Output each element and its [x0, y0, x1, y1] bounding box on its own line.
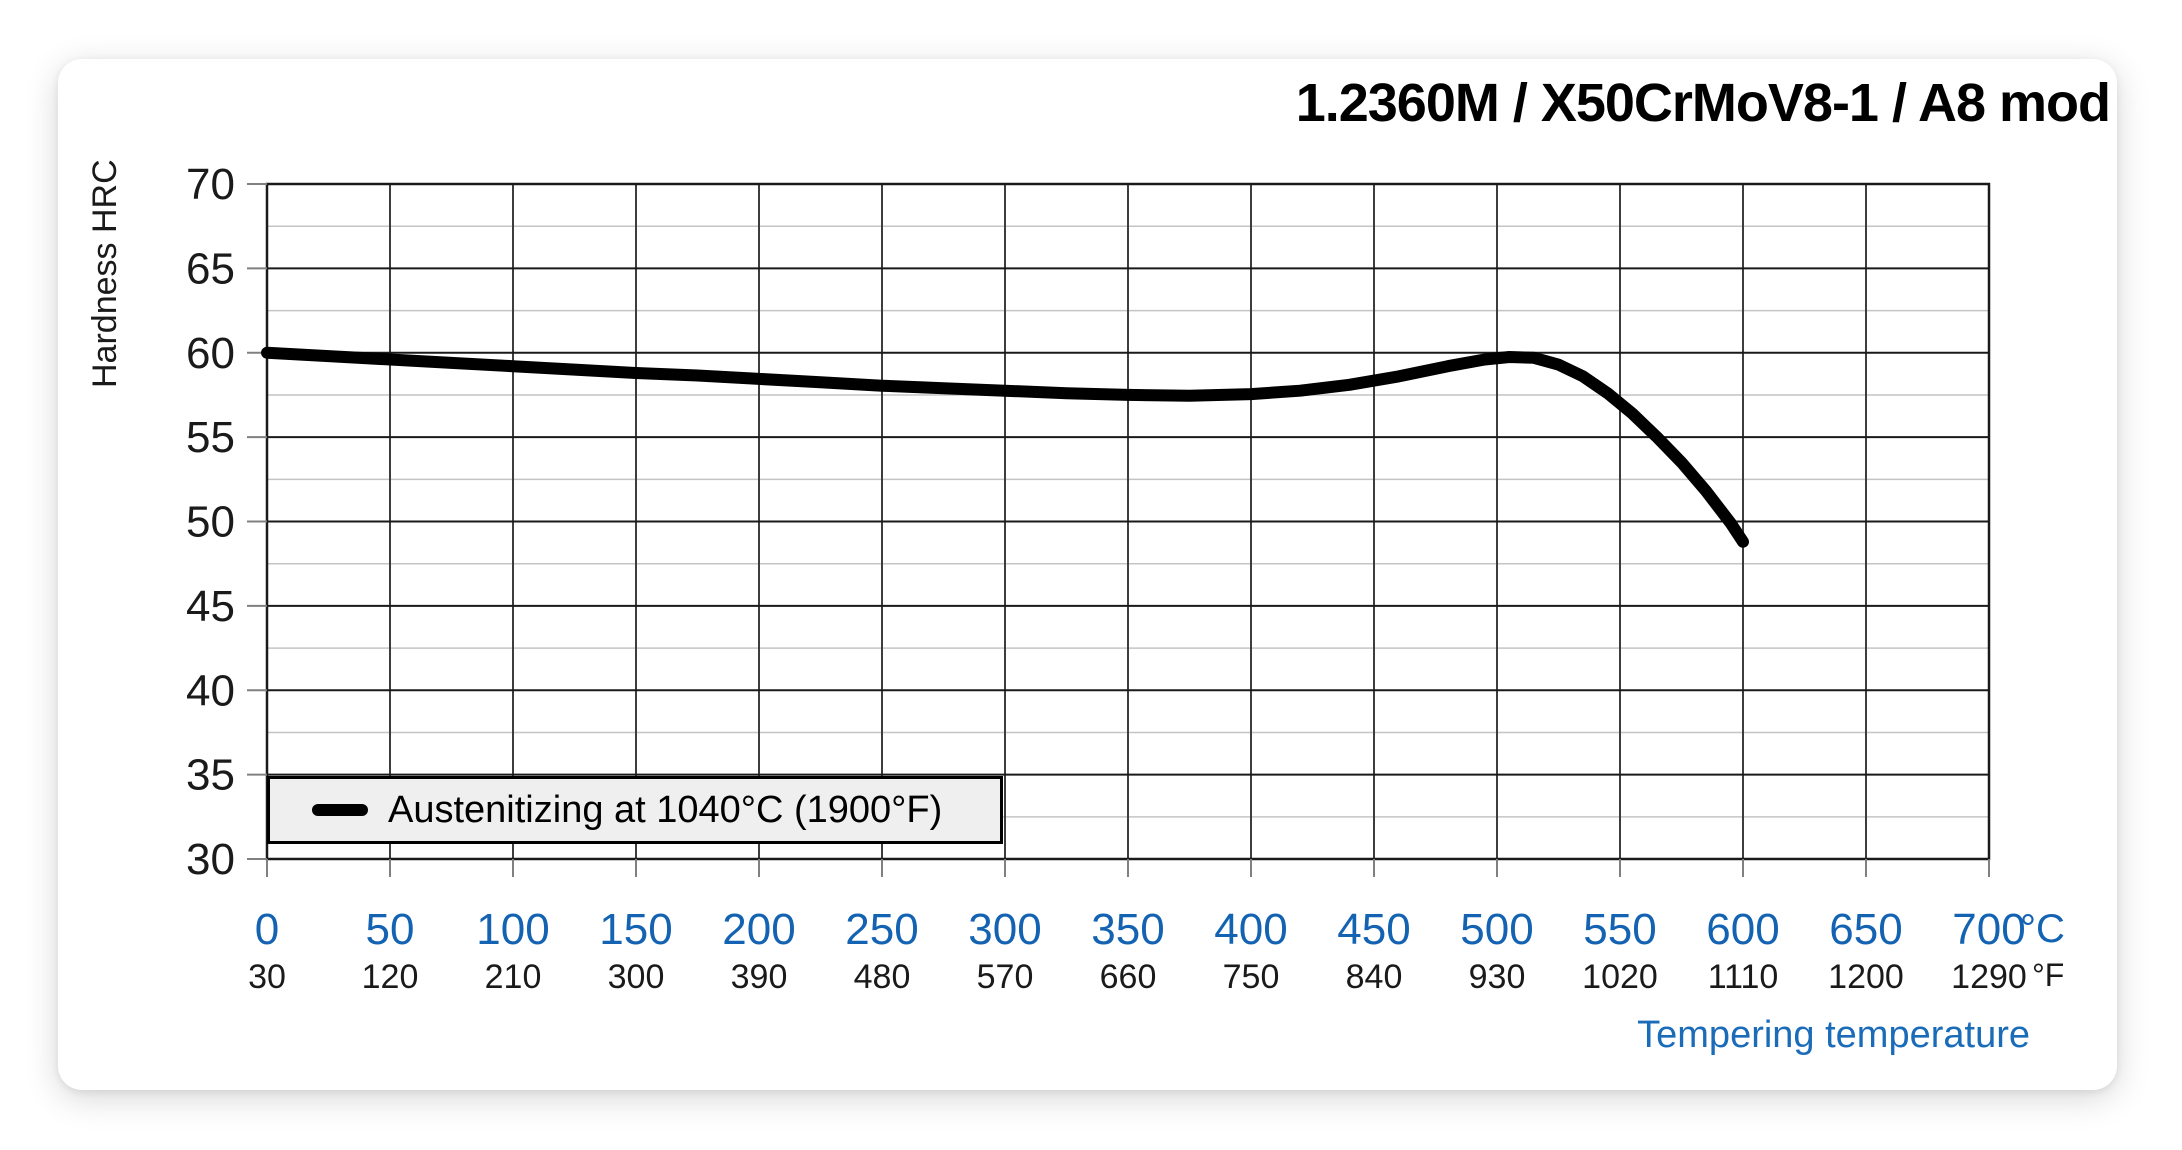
hardness-curve	[261, 346, 1749, 548]
x-tick-label-celsius: 600	[1706, 905, 1779, 954]
y-tick-label: 45	[186, 582, 235, 631]
celsius-unit-label: °C	[2020, 907, 2065, 951]
y-tick-label: 50	[186, 498, 235, 547]
x-tick-label-fahrenheit: 390	[731, 958, 788, 996]
x-tick-label-fahrenheit: 570	[977, 958, 1034, 996]
chart-card	[58, 59, 2117, 1090]
x-tick-label-fahrenheit: 660	[1100, 958, 1157, 996]
x-tick-label-celsius: 250	[845, 905, 918, 954]
y-tick-label: 30	[186, 835, 235, 884]
legend-box: Austenitizing at 1040°C (1900°F)	[267, 776, 1003, 844]
x-tick-label-fahrenheit: 30	[248, 958, 286, 996]
y-tick-label: 35	[186, 751, 235, 800]
legend-line-marker-icon	[312, 804, 368, 816]
y-tick-label: 60	[186, 329, 235, 378]
gridlines-major	[267, 267, 1989, 776]
y-tick-label: 65	[186, 244, 235, 293]
x-tick-label-celsius: 450	[1337, 905, 1410, 954]
x-tick-label-celsius: 50	[366, 905, 415, 954]
x-tick-label-fahrenheit: 300	[608, 958, 665, 996]
x-tick-label-fahrenheit: 930	[1469, 958, 1526, 996]
x-tick-label-celsius: 400	[1214, 905, 1287, 954]
y-tick-label: 70	[186, 160, 235, 209]
x-tick-label-celsius: 550	[1583, 905, 1656, 954]
x-tick-label-celsius: 0	[255, 905, 279, 954]
x-tick-label-fahrenheit: 480	[854, 958, 911, 996]
x-axis-title: Tempering temperature	[1637, 1014, 2030, 1056]
x-tick-label-fahrenheit: 120	[362, 958, 419, 996]
fahrenheit-unit-label: °F	[2032, 957, 2064, 993]
legend-label: Austenitizing at 1040°C (1900°F)	[388, 788, 943, 831]
x-tick-label-fahrenheit: 210	[485, 958, 542, 996]
y-tick-labels: 30 35 40 45 50 55 60 65 70	[186, 160, 235, 884]
x-tick-label-fahrenheit: 750	[1223, 958, 1280, 996]
y-axis-title: Hardness HRC	[86, 159, 124, 388]
x-tick-label-celsius: 350	[1091, 905, 1164, 954]
x-tick-label-celsius: 650	[1829, 905, 1902, 954]
x-tick-label-celsius: 700	[1952, 905, 2025, 954]
x-tick-label-celsius: 300	[968, 905, 1041, 954]
x-tick-label-fahrenheit: 1200	[1828, 958, 1904, 996]
axis-tick-marks	[247, 183, 1990, 877]
chart-title: 1.2360M / X50CrMoV8-1 / A8 mod	[1295, 73, 2111, 133]
x-tick-label-celsius: 200	[722, 905, 795, 954]
x-tick-labels-celsius: 0 50 100 150 200 250 300 350 400 450 500 550 600 650 7…	[255, 905, 2065, 954]
x-tick-label-celsius: 150	[599, 905, 672, 954]
x-tick-label-fahrenheit: 1290	[1951, 958, 2027, 996]
y-tick-label: 40	[186, 666, 235, 715]
x-tick-labels-fahrenheit: 30 120 210 300 390 480 570 660 750 840 930 1020 1110…	[248, 957, 2064, 996]
x-tick-label-fahrenheit: 1110	[1708, 958, 1779, 996]
x-tick-label-fahrenheit: 840	[1346, 958, 1403, 996]
y-tick-label: 55	[186, 413, 235, 462]
x-tick-label-fahrenheit: 1020	[1582, 958, 1658, 996]
x-tick-label-celsius: 500	[1460, 905, 1533, 954]
x-tick-label-celsius: 100	[476, 905, 549, 954]
